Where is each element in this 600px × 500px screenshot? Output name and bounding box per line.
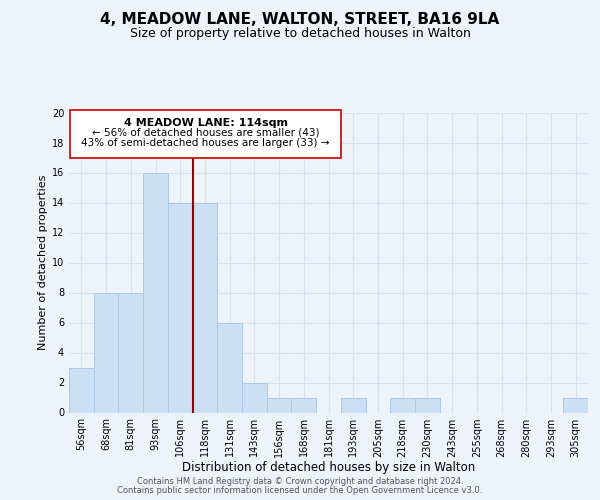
Bar <box>242 382 267 412</box>
Bar <box>341 398 365 412</box>
Bar <box>193 202 217 412</box>
Bar <box>168 202 193 412</box>
Bar <box>118 292 143 412</box>
Text: 4, MEADOW LANE, WALTON, STREET, BA16 9LA: 4, MEADOW LANE, WALTON, STREET, BA16 9LA <box>100 12 500 28</box>
FancyBboxPatch shape <box>70 110 341 158</box>
Bar <box>390 398 415 412</box>
Text: ← 56% of detached houses are smaller (43): ← 56% of detached houses are smaller (43… <box>92 128 319 138</box>
Bar <box>69 368 94 412</box>
Y-axis label: Number of detached properties: Number of detached properties <box>38 175 47 350</box>
Text: Size of property relative to detached houses in Walton: Size of property relative to detached ho… <box>130 28 470 40</box>
Bar <box>292 398 316 412</box>
Text: 43% of semi-detached houses are larger (33) →: 43% of semi-detached houses are larger (… <box>81 138 330 148</box>
X-axis label: Distribution of detached houses by size in Walton: Distribution of detached houses by size … <box>182 461 475 474</box>
Bar <box>563 398 588 412</box>
Text: 4 MEADOW LANE: 114sqm: 4 MEADOW LANE: 114sqm <box>124 118 287 128</box>
Bar <box>143 172 168 412</box>
Bar <box>267 398 292 412</box>
Text: Contains HM Land Registry data © Crown copyright and database right 2024.: Contains HM Land Registry data © Crown c… <box>137 477 463 486</box>
Bar <box>94 292 118 412</box>
Text: Contains public sector information licensed under the Open Government Licence v3: Contains public sector information licen… <box>118 486 482 495</box>
Bar <box>415 398 440 412</box>
Bar <box>217 322 242 412</box>
